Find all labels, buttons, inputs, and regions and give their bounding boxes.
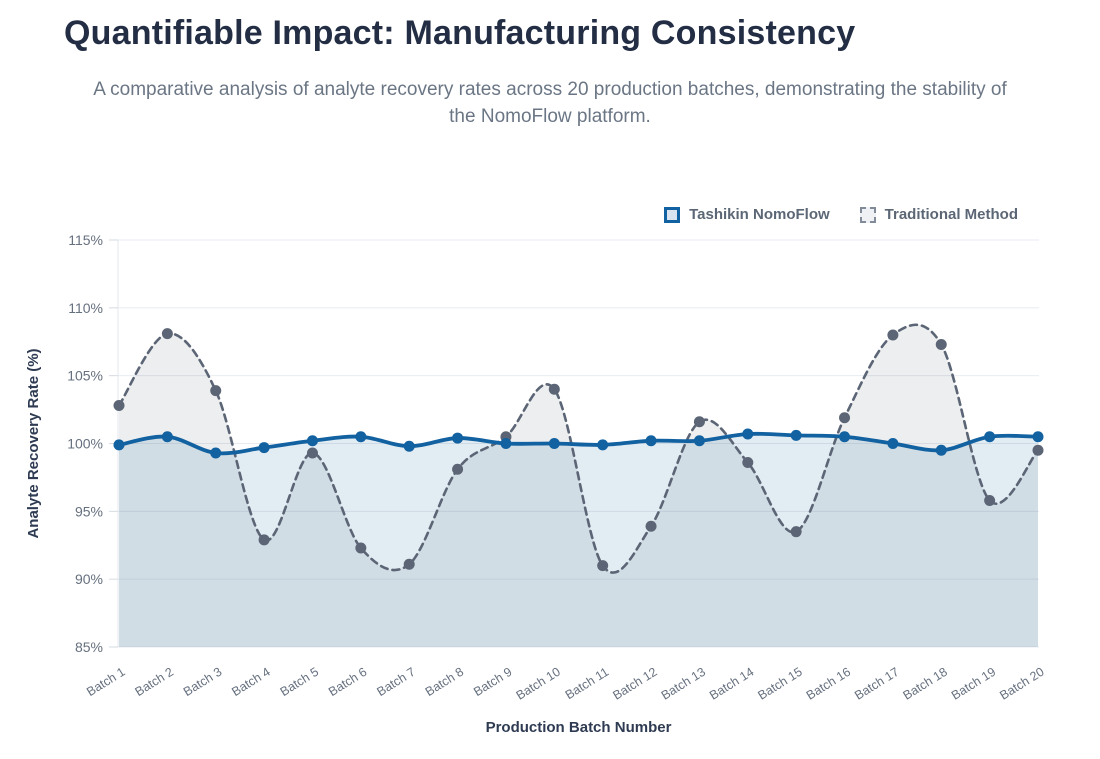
- x-tick-label: Batch 20: [997, 665, 1046, 703]
- tashikin-nomoflow-point-batch-13[interactable]: [693, 435, 705, 447]
- tashikin-nomoflow-point-batch-11[interactable]: [597, 439, 609, 451]
- x-tick-label: Batch 13: [659, 665, 708, 703]
- tashikin-nomoflow-point-batch-20[interactable]: [1032, 431, 1044, 443]
- x-tick-label: Batch 8: [423, 665, 466, 699]
- page-title: Quantifiable Impact: Manufacturing Consi…: [64, 14, 856, 52]
- tashikin-nomoflow-point-batch-3[interactable]: [210, 447, 222, 459]
- traditional-method-point-batch-16[interactable]: [839, 412, 851, 424]
- traditional-method-point-batch-3[interactable]: [210, 385, 222, 397]
- traditional-method-point-batch-7[interactable]: [403, 558, 415, 570]
- y-axis-title: Analyte Recovery Rate (%): [25, 348, 42, 538]
- x-tick-label: Batch 16: [804, 665, 853, 703]
- traditional-method-point-batch-13[interactable]: [693, 416, 705, 428]
- tashikin-nomoflow-point-batch-17[interactable]: [887, 438, 899, 449]
- traditional-method-point-batch-2[interactable]: [161, 328, 173, 340]
- tashikin-nomoflow-point-batch-9[interactable]: [500, 438, 512, 449]
- y-tick-label: 110%: [68, 300, 103, 316]
- traditional-method-point-batch-4[interactable]: [258, 534, 270, 546]
- x-tick-label: Batch 11: [563, 665, 612, 703]
- x-tick-label: Batch 14: [707, 665, 756, 703]
- tashikin-nomoflow-point-batch-18[interactable]: [935, 444, 947, 456]
- y-tick-label: 90%: [75, 571, 103, 587]
- traditional-swatch-icon: [859, 206, 876, 223]
- x-tick-label: Batch 2: [133, 665, 176, 699]
- legend-item-traditional[interactable]: Traditional Method: [859, 206, 1018, 223]
- tashikin-nomoflow-point-batch-1[interactable]: [113, 439, 125, 451]
- x-tick-label: Batch 4: [229, 665, 272, 699]
- x-tick-label: Batch 18: [901, 665, 950, 703]
- tashikin-nomoflow-point-batch-12[interactable]: [645, 435, 657, 447]
- legend-item-nomoflow[interactable]: Tashikin NomoFlow: [664, 206, 830, 223]
- x-axis-title: Production Batch Number: [486, 719, 672, 736]
- traditional-method-point-batch-15[interactable]: [790, 526, 802, 538]
- traditional-method-area: [119, 324, 1038, 647]
- traditional-method-point-batch-6[interactable]: [355, 542, 367, 554]
- chart-legend: Tashikin NomoFlow Traditional Method: [664, 206, 1018, 223]
- tashikin-nomoflow-point-batch-14[interactable]: [742, 428, 754, 440]
- traditional-method-point-batch-19[interactable]: [984, 494, 996, 506]
- nomoflow-swatch-icon: [664, 206, 681, 223]
- x-tick-label: Batch 19: [949, 665, 998, 703]
- tashikin-nomoflow-point-batch-6[interactable]: [355, 431, 367, 443]
- page-subtitle: A comparative analysis of analyte recove…: [93, 79, 1007, 127]
- x-tick-label: Batch 6: [326, 665, 369, 699]
- tashikin-nomoflow-point-batch-2[interactable]: [161, 431, 173, 443]
- traditional-method-point-batch-14[interactable]: [742, 456, 754, 468]
- x-tick-label: Batch 15: [755, 665, 804, 703]
- y-tick-label: 95%: [75, 503, 103, 519]
- x-tick-label: Batch 12: [610, 665, 659, 703]
- tashikin-nomoflow-point-batch-5[interactable]: [306, 435, 318, 447]
- traditional-method-point-batch-18[interactable]: [935, 338, 947, 350]
- x-tick-label: Batch 3: [181, 665, 224, 699]
- traditional-method-point-batch-12[interactable]: [645, 520, 657, 532]
- traditional-method-point-batch-8[interactable]: [452, 463, 464, 475]
- tashikin-nomoflow-point-batch-8[interactable]: [452, 432, 464, 444]
- traditional-method-point-batch-20[interactable]: [1032, 444, 1044, 456]
- report-page: Quantifiable Impact: Manufacturing Consi…: [0, 14, 1100, 736]
- traditional-method-point-batch-5[interactable]: [306, 447, 318, 459]
- traditional-method-point-batch-11[interactable]: [597, 560, 609, 572]
- tashikin-nomoflow-point-batch-16[interactable]: [839, 431, 851, 443]
- legend-label-traditional: Traditional Method: [884, 206, 1018, 223]
- legend-label-nomoflow: Tashikin NomoFlow: [689, 206, 830, 223]
- traditional-method-point-batch-10[interactable]: [548, 383, 560, 395]
- x-tick-label: Batch 9: [471, 665, 514, 699]
- x-tick-label: Batch 7: [374, 665, 417, 699]
- x-tick-label: Batch 17: [852, 665, 901, 703]
- tashikin-nomoflow-point-batch-10[interactable]: [548, 438, 560, 449]
- traditional-method-point-batch-1[interactable]: [113, 400, 125, 412]
- tashikin-nomoflow-point-batch-4[interactable]: [258, 442, 270, 454]
- tashikin-nomoflow-point-batch-7[interactable]: [403, 440, 415, 452]
- y-tick-label: 115%: [68, 232, 103, 248]
- traditional-method-point-batch-17[interactable]: [887, 329, 899, 341]
- x-tick-label: Batch 1: [84, 665, 127, 699]
- tashikin-nomoflow-point-batch-19[interactable]: [984, 431, 996, 443]
- tashikin-nomoflow-area: [119, 433, 1038, 647]
- y-tick-label: 100%: [67, 436, 103, 452]
- x-tick-label: Batch 10: [514, 665, 563, 703]
- tashikin-nomoflow-point-batch-15[interactable]: [790, 429, 802, 441]
- y-tick-label: 85%: [75, 639, 103, 655]
- y-tick-label: 105%: [67, 368, 103, 384]
- x-tick-label: Batch 5: [278, 665, 321, 699]
